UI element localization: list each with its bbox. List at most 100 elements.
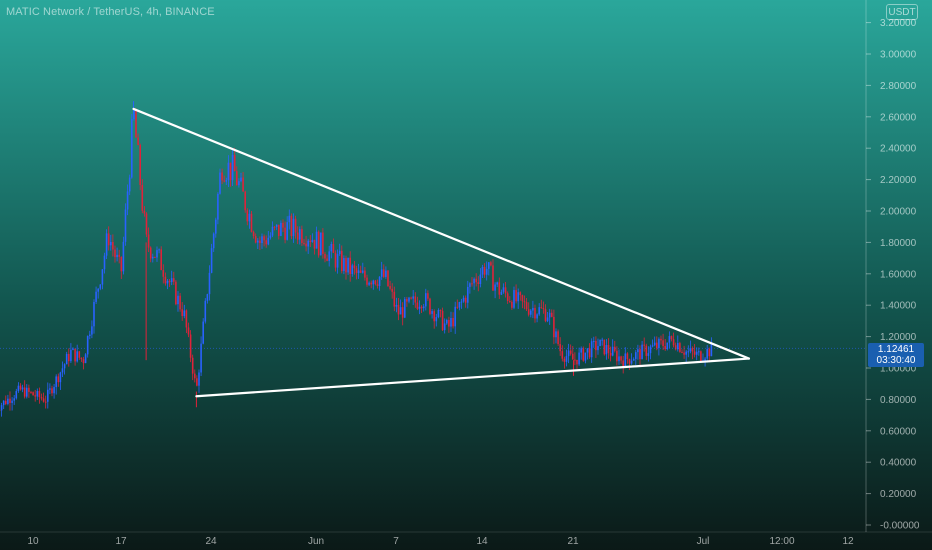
- candle-body: [185, 310, 188, 328]
- candle-body: [605, 345, 608, 355]
- candle-body: [693, 351, 696, 355]
- candle-body: [456, 306, 459, 308]
- candle-body: [181, 309, 183, 317]
- candle-body: [366, 277, 368, 285]
- candle-body: [240, 177, 242, 182]
- price-tick-label: 1.80000: [880, 238, 917, 249]
- candle-body: [626, 353, 629, 360]
- candle-body: [61, 368, 64, 373]
- candle-body: [458, 302, 461, 308]
- symbol-title[interactable]: MATIC Network / TetherUS, 4h, BINANCE: [6, 6, 215, 18]
- candle-body: [651, 345, 654, 347]
- candle-body: [76, 351, 78, 362]
- candle-body: [561, 351, 564, 359]
- candle-body: [164, 276, 167, 284]
- candle-body: [78, 351, 81, 358]
- candle-body: [246, 210, 249, 222]
- candle-body: [385, 270, 387, 277]
- candle-body: [105, 233, 108, 256]
- upper-trendline[interactable]: [132, 107, 751, 360]
- candle-body: [647, 353, 650, 356]
- candle-body: [525, 302, 528, 310]
- candle-body: [330, 244, 333, 252]
- time-tick-label: 10: [27, 536, 39, 547]
- candle-body: [109, 241, 112, 246]
- candle-body: [116, 254, 118, 258]
- bar-countdown: 03:30:40: [876, 355, 916, 366]
- candle-body: [523, 301, 526, 303]
- candle-body: [19, 385, 22, 390]
- candle-body: [370, 282, 372, 285]
- candle-body: [639, 349, 641, 360]
- candle-body: [490, 262, 492, 266]
- candle-body: [508, 300, 511, 302]
- candle-body: [611, 346, 614, 356]
- candle-body: [42, 398, 45, 402]
- candle-body: [154, 256, 156, 258]
- candle-body: [282, 222, 284, 228]
- candle-body: [618, 356, 620, 362]
- candle-body: [326, 258, 328, 262]
- candle-body: [170, 278, 173, 283]
- candle-body: [46, 389, 49, 402]
- candle-body: [391, 288, 393, 292]
- candle-body: [487, 262, 490, 269]
- currency-badge[interactable]: USDT: [886, 4, 918, 20]
- candle-body: [485, 268, 488, 275]
- candle-body: [147, 234, 150, 248]
- lower-trendline[interactable]: [195, 357, 751, 398]
- candle-body: [254, 236, 257, 243]
- candle-body: [351, 265, 354, 274]
- candle-body: [32, 392, 34, 396]
- candle-body: [137, 137, 139, 145]
- candle-body: [578, 352, 580, 365]
- candle-body: [9, 398, 11, 403]
- candle-body: [443, 323, 446, 331]
- candle-body: [689, 348, 692, 352]
- time-tick-label: 17: [115, 536, 127, 547]
- candle-body: [376, 284, 379, 286]
- candle-body: [261, 236, 263, 244]
- candle-body: [4, 400, 7, 404]
- candle-body: [395, 304, 398, 307]
- candle-body: [414, 296, 417, 303]
- candle-body: [368, 282, 370, 285]
- candle-body: [198, 372, 200, 386]
- candle-body: [135, 110, 137, 138]
- time-tick-label: 7: [393, 536, 399, 547]
- candle-body: [107, 233, 110, 246]
- price-tick-label: 0.80000: [880, 395, 917, 406]
- candle-body: [427, 293, 429, 299]
- time-axis[interactable]: 10 17 24 Jun 7 14 21 Jul 12:00 12: [27, 536, 854, 547]
- candle-body: [569, 350, 572, 354]
- price-tick-label: 0.40000: [880, 458, 917, 469]
- price-axis[interactable]: 3.20000 3.00000 2.80000 2.60000 2.40000 2.200…: [866, 18, 920, 532]
- candle-body: [343, 258, 345, 272]
- candle-body: [290, 215, 293, 237]
- candle-body: [424, 293, 427, 307]
- candle-body: [454, 306, 456, 327]
- candle-body: [189, 334, 192, 358]
- candle-body: [284, 227, 286, 240]
- time-tick-label: 21: [567, 536, 579, 547]
- candle-body: [704, 358, 706, 361]
- candle-body: [204, 300, 207, 322]
- last-price-tag: 1.12461 03:30:40: [868, 343, 924, 367]
- candle-body: [172, 278, 175, 282]
- candle-body: [511, 301, 513, 308]
- candle-body: [448, 319, 450, 327]
- candle-body: [380, 269, 383, 277]
- candle-body: [502, 287, 505, 292]
- candle-body: [416, 302, 419, 309]
- price-tick-label: 0.20000: [880, 489, 917, 500]
- candle-body: [202, 321, 204, 344]
- price-tick-label: 2.40000: [880, 144, 917, 155]
- candle-body: [420, 306, 423, 309]
- trendline-layer[interactable]: [132, 107, 751, 398]
- candle-body: [294, 218, 297, 233]
- candles-layer: [0, 101, 866, 417]
- candle-body: [389, 286, 391, 289]
